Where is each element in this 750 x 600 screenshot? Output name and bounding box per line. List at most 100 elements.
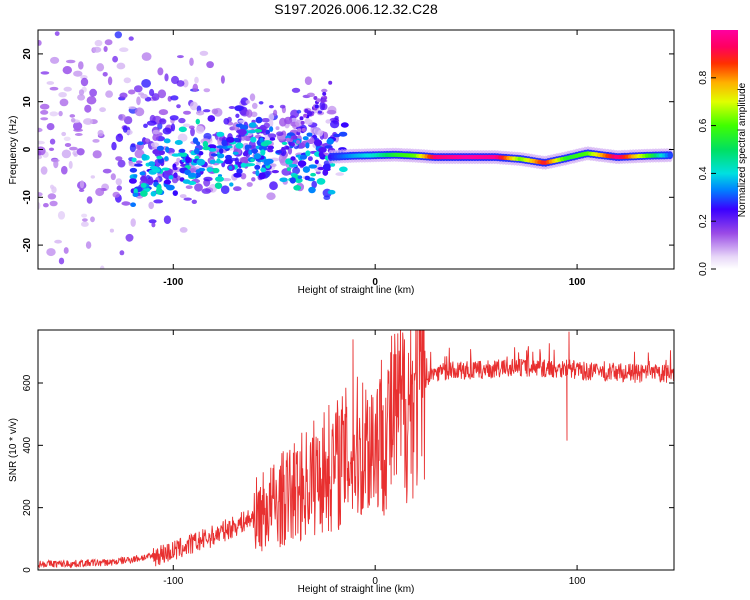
spectrogram-cell — [304, 108, 309, 113]
spectrogram-cell — [48, 147, 55, 151]
spectrogram-cell — [297, 128, 302, 133]
spectrogram-cell — [299, 154, 307, 160]
spectrogram-cell — [288, 163, 298, 168]
spectrogram-cell — [119, 47, 129, 52]
spectrogram-cell — [141, 153, 148, 161]
spectrogram-cell — [226, 136, 235, 143]
spectrogram-cell — [115, 133, 124, 142]
spectrogram-cell — [302, 136, 309, 141]
spectrogram-cell — [128, 36, 134, 41]
spectrogram-cell — [267, 145, 274, 150]
spectrogram-cell — [78, 61, 84, 70]
spectrogram-cell — [150, 191, 157, 197]
spectrogram-cell — [86, 96, 97, 105]
spectrogram-cell — [314, 104, 319, 109]
spectrogram-cell — [269, 181, 278, 191]
spectrogram-cell — [247, 130, 256, 134]
spectrogram-cell — [233, 186, 242, 192]
spectrogram-cell — [38, 155, 43, 160]
spectrogram-cell — [40, 71, 50, 75]
spectrogram-cell — [251, 177, 256, 182]
spectrogram-cell — [301, 127, 306, 132]
spectrogram-cell — [40, 166, 48, 175]
colorbar-tick-label: 0.4 — [698, 166, 709, 180]
spectrogram-cell — [318, 151, 324, 158]
figure-title: S197.2026.006.12.32.C28 — [274, 1, 438, 17]
spectrogram-cell — [326, 138, 334, 145]
spectrogram-cell — [206, 61, 214, 69]
spectrogram-cell — [152, 149, 161, 155]
spectrogram-cell — [229, 182, 234, 187]
spectrogram-cell — [233, 172, 242, 178]
spectrogram-cell — [290, 156, 296, 161]
spectrogram-cell — [269, 137, 276, 141]
spectrogram-cell — [69, 146, 78, 151]
spectrogram-cell — [170, 95, 179, 101]
spectrogram-cell — [185, 185, 193, 190]
spectrogram-cell — [128, 178, 137, 184]
spectrogram-cell — [252, 102, 258, 109]
spectrogram-cell — [49, 86, 59, 91]
spectrogram-cell — [128, 106, 137, 110]
spectrogram-cell — [79, 180, 85, 189]
spectrogram-cell — [78, 188, 85, 192]
spectrogram-cell — [119, 250, 125, 256]
spectrogram-cell — [70, 118, 76, 123]
spectrogram-cell — [307, 156, 313, 162]
spectrogram-cell — [255, 169, 260, 177]
spectrogram-cell — [168, 175, 174, 180]
spectrogram-cell — [268, 105, 274, 109]
spectrogram-cell — [322, 163, 331, 171]
snr-frame — [37, 329, 675, 571]
spectrogram-cell — [122, 125, 128, 133]
spectrogram-cell — [105, 90, 113, 98]
spectrogram-ytick-label: -20 — [22, 237, 33, 252]
spectrogram-cell — [297, 160, 307, 167]
spectrogram-cell — [89, 88, 97, 97]
colorbar-gradient — [711, 30, 738, 269]
spectrogram-cell — [176, 157, 181, 163]
spectrogram-cell — [266, 192, 276, 200]
snr-xtick-label: 100 — [569, 576, 586, 587]
spectrogram-cell — [339, 166, 348, 173]
spectrogram-cell — [102, 72, 108, 77]
spectrogram-cell — [306, 119, 313, 126]
spectrogram-cell — [322, 91, 327, 96]
spectrogram-cell — [208, 148, 217, 152]
spectrogram-cell — [245, 100, 251, 104]
spectrogram-cell — [199, 50, 209, 56]
spectrogram-cell — [119, 92, 128, 99]
spectrogram-cell — [61, 131, 67, 137]
spectrogram-cell — [330, 120, 340, 129]
colorbar-tick-label: 0.2 — [698, 214, 709, 228]
spectrogram-cell — [220, 75, 225, 84]
spectrogram-cell — [102, 168, 112, 174]
spectrogram-cell — [81, 221, 89, 227]
spectrogram-cell — [248, 122, 257, 128]
spectrogram-cell — [335, 172, 345, 176]
spectrogram-cell — [187, 172, 197, 178]
spectrogram-cell — [316, 98, 321, 103]
spectrogram-cell — [269, 126, 274, 132]
spectrogram-cell — [177, 133, 188, 142]
spectrogram-cell — [173, 167, 178, 171]
spectrogram-cell — [305, 142, 310, 149]
spectrogram-cell — [107, 76, 113, 86]
spectrogram-cell — [144, 138, 150, 142]
spectrogram-cell — [306, 92, 315, 98]
spectrogram-cell — [227, 145, 233, 149]
spectrogram-cell — [189, 101, 198, 111]
snr-ytick-label: 200 — [22, 499, 33, 516]
spectrogram-cell — [225, 154, 232, 160]
spectrogram-cell — [323, 195, 331, 200]
spectrogram-cell — [183, 110, 191, 115]
spectrogram-cell — [114, 31, 123, 39]
spectrogram-cell — [291, 87, 301, 93]
spectrogram-cell — [104, 39, 113, 46]
spectrogram-cell — [112, 55, 118, 63]
spectrogram-cell — [174, 140, 183, 145]
spectrogram-cell — [176, 104, 181, 109]
spectrogram-cell — [164, 156, 169, 162]
